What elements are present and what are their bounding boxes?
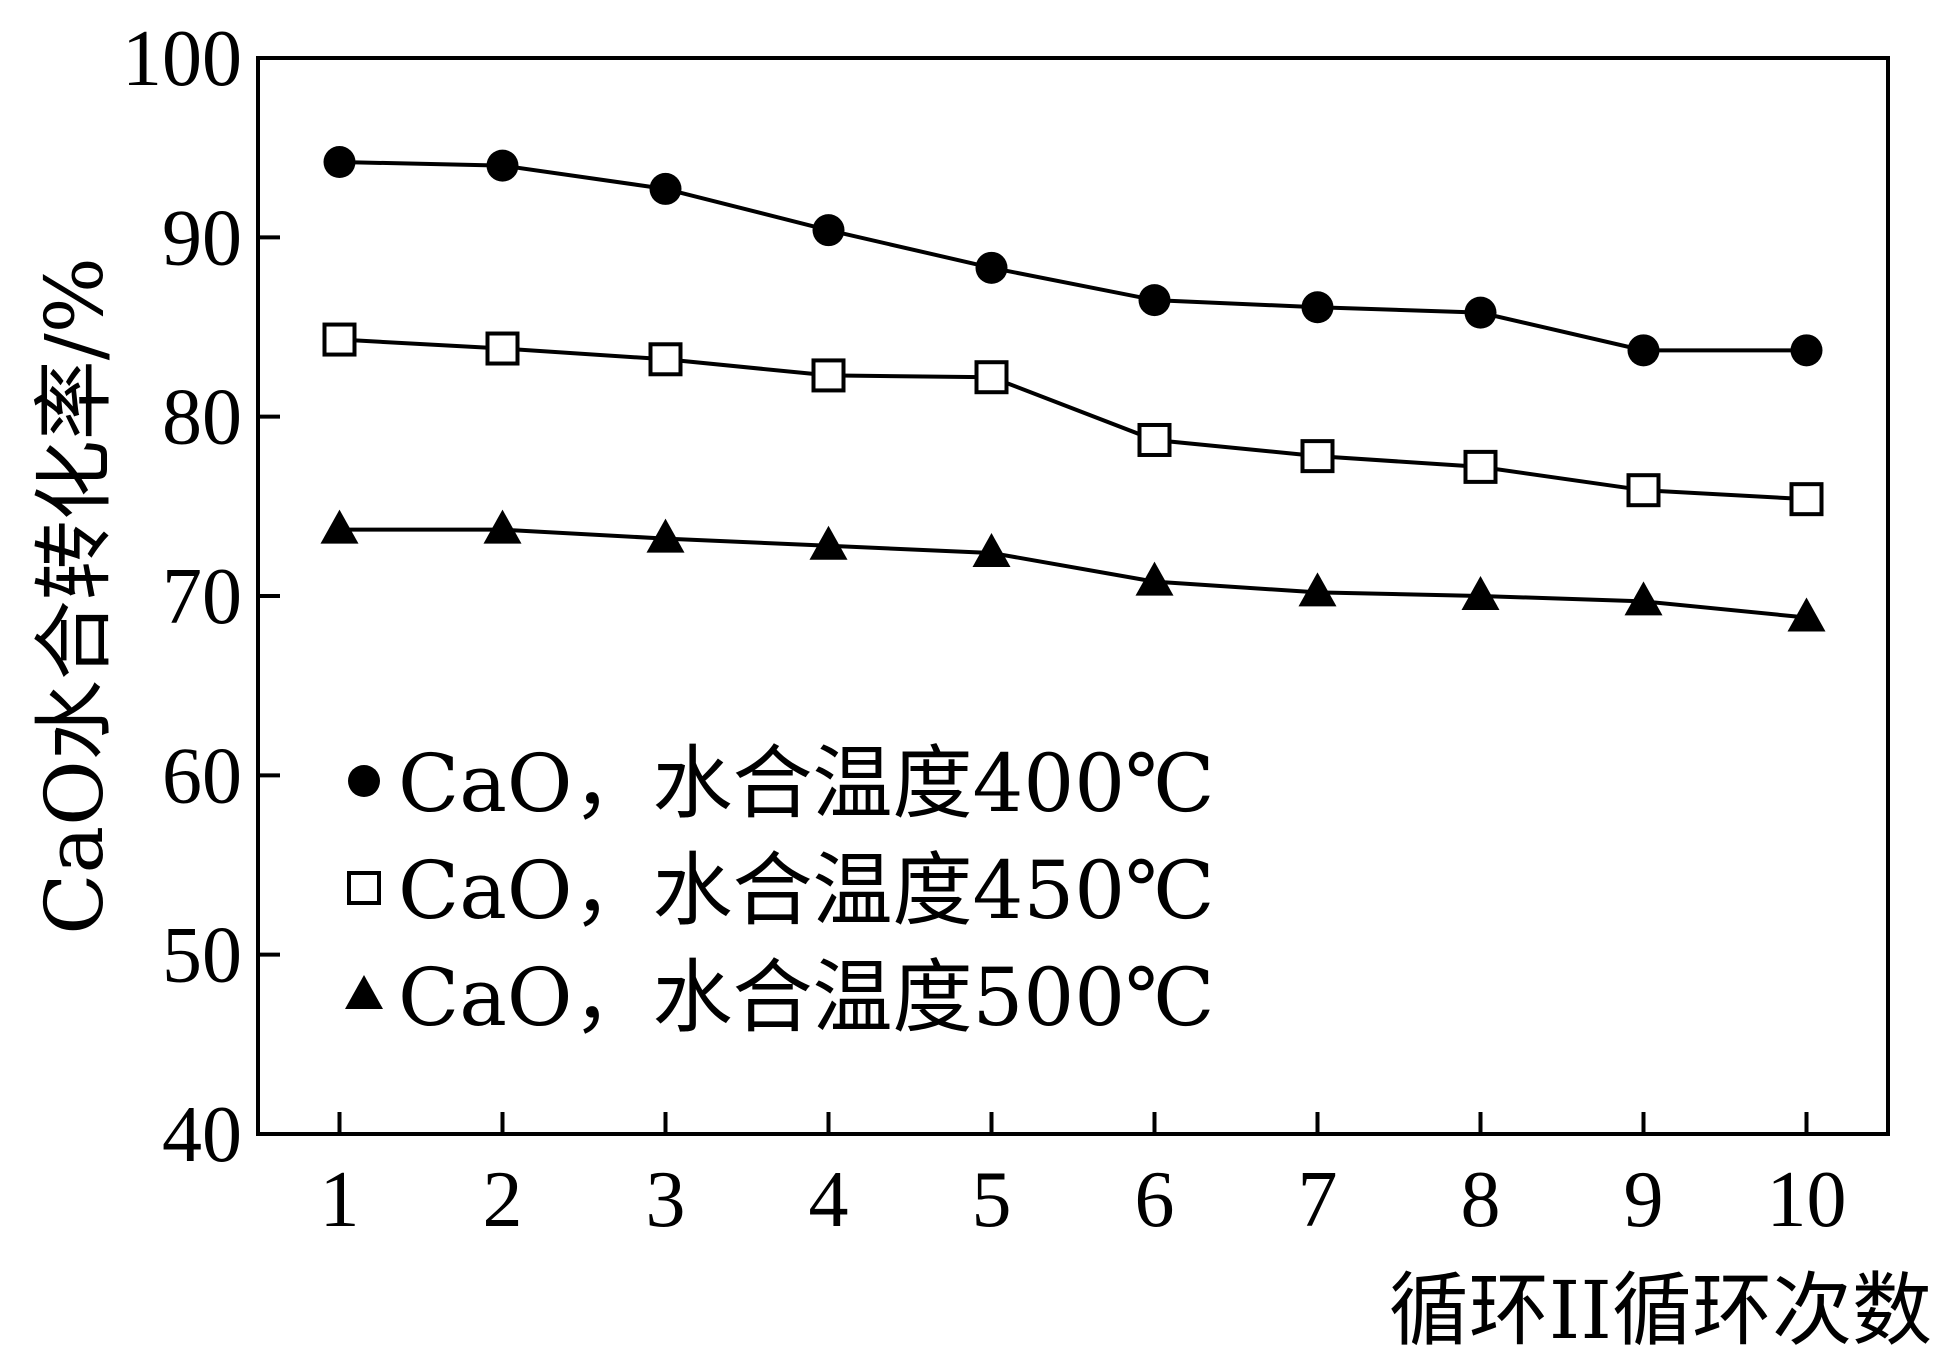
legend-label: CaO，水合温度450℃ bbox=[398, 844, 1215, 937]
data-point bbox=[1787, 597, 1826, 632]
y-tick-label: 90 bbox=[162, 194, 242, 282]
data-point bbox=[812, 214, 845, 247]
data-point bbox=[1463, 449, 1498, 484]
x-tick-label: 10 bbox=[1767, 1156, 1847, 1244]
data-point bbox=[323, 146, 356, 179]
data-point bbox=[1789, 482, 1824, 517]
axes: 40 50 60 70 80 90 100 1 2 3 4 5 6 7 8 9 10 循环II循环次数 CaO水合转… bbox=[28, 15, 1932, 1357]
legend: CaO，水合温度400℃ CaO，水合温度450℃ CaO，水合温度500℃ bbox=[345, 737, 1215, 1044]
x-tick-label: 3 bbox=[646, 1156, 686, 1244]
y-tick-label: 50 bbox=[162, 912, 242, 1000]
y-tick-label: 60 bbox=[162, 732, 242, 820]
legend-marker bbox=[348, 765, 380, 797]
data-point bbox=[486, 149, 519, 182]
data-point bbox=[1300, 439, 1335, 474]
data-point bbox=[1627, 334, 1660, 367]
y-tick-label: 100 bbox=[122, 15, 242, 103]
x-tick-label: 5 bbox=[972, 1156, 1012, 1244]
legend-marker bbox=[345, 975, 383, 1009]
series-layer bbox=[320, 146, 1826, 632]
data-point bbox=[972, 532, 1011, 567]
data-point bbox=[322, 322, 357, 357]
data-point bbox=[974, 360, 1009, 395]
data-point bbox=[1464, 296, 1497, 329]
series-line bbox=[339, 527, 1807, 620]
data-point bbox=[811, 358, 846, 393]
series-2 bbox=[322, 322, 1824, 517]
data-point bbox=[320, 509, 359, 544]
x-axis-title: 循环II循环次数 bbox=[1389, 1264, 1932, 1357]
series-3 bbox=[320, 509, 1826, 632]
data-point bbox=[1298, 572, 1337, 607]
legend-label: CaO，水合温度500℃ bbox=[398, 951, 1215, 1044]
y-tick-label: 70 bbox=[162, 553, 242, 641]
legend-item-3: CaO，水合温度500℃ bbox=[345, 951, 1215, 1044]
legend-label: CaO，水合温度400℃ bbox=[398, 737, 1215, 830]
y-tick-label: 80 bbox=[162, 374, 242, 462]
x-tick-label: 6 bbox=[1135, 1156, 1175, 1244]
series-1 bbox=[323, 146, 1823, 367]
x-tick-label: 8 bbox=[1461, 1156, 1501, 1244]
data-point bbox=[809, 525, 848, 560]
legend-item-2: CaO，水合温度450℃ bbox=[347, 844, 1215, 937]
x-tick-label: 7 bbox=[1298, 1156, 1338, 1244]
data-point bbox=[646, 518, 685, 553]
data-point bbox=[1135, 561, 1174, 596]
data-point bbox=[649, 172, 682, 205]
data-point bbox=[975, 251, 1008, 284]
data-point bbox=[483, 509, 522, 544]
data-point bbox=[1624, 581, 1663, 616]
x-tick-label: 1 bbox=[320, 1156, 360, 1244]
legend-item-1: CaO，水合温度400℃ bbox=[348, 737, 1215, 830]
series-line bbox=[339, 160, 1807, 353]
data-point bbox=[1138, 284, 1171, 317]
y-tick-label: 40 bbox=[162, 1091, 242, 1179]
x-tick-label: 9 bbox=[1624, 1156, 1664, 1244]
series-line bbox=[339, 337, 1807, 502]
data-point bbox=[485, 331, 520, 366]
data-point bbox=[648, 342, 683, 377]
legend-marker bbox=[347, 871, 381, 905]
data-point bbox=[1790, 334, 1823, 367]
data-point bbox=[1461, 576, 1500, 610]
x-tick-label: 2 bbox=[483, 1156, 523, 1244]
y-axis-title: CaO水合转化率/% bbox=[28, 257, 121, 934]
data-point bbox=[1137, 422, 1172, 457]
data-point bbox=[1626, 473, 1661, 508]
x-tick-label: 4 bbox=[809, 1156, 849, 1244]
data-point bbox=[1301, 291, 1334, 324]
